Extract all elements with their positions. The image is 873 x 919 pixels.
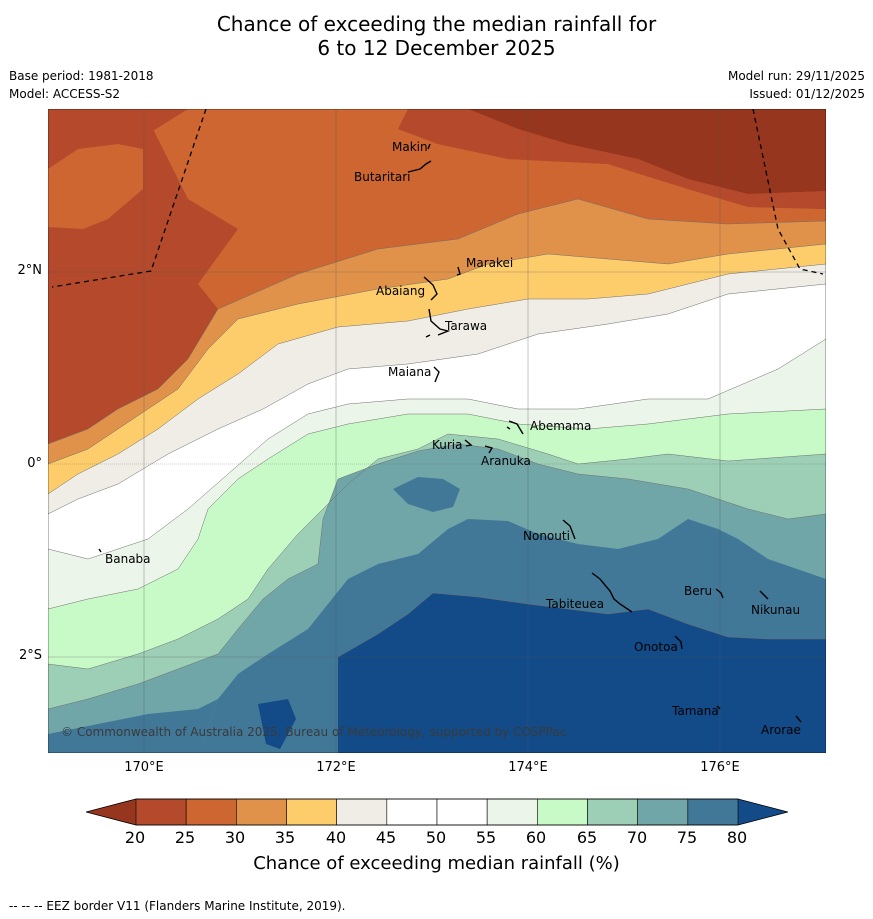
label-tarawa: Tarawa <box>444 319 487 333</box>
colorbar-cell <box>236 798 287 826</box>
lon-label-170e: 170°E <box>124 760 164 775</box>
colorbar-tick: 35 <box>274 828 296 847</box>
band-above-80 <box>338 593 826 753</box>
label-nikunau: Nikunau <box>751 603 800 617</box>
model-run: Model run: 29/11/2025 <box>727 69 865 83</box>
band-25-30-pocket <box>48 144 143 229</box>
copyright-text: © Commonwealth of Australia 2025, Bureau… <box>61 725 566 739</box>
lat-label-2n: 2°N <box>17 263 43 278</box>
label-abaiang: Abaiang <box>376 284 425 298</box>
label-aranuka: Aranuka <box>481 454 531 468</box>
colorbar-cell <box>135 798 187 826</box>
colorbar-tick: 25 <box>174 828 196 847</box>
colorbar-tick: 45 <box>375 828 397 847</box>
label-onotoa: Onotoa <box>634 640 678 654</box>
eez-border-legend: -- -- -- EEZ border V11 (Flanders Marine… <box>9 899 346 913</box>
colorbar-tick: 75 <box>676 828 698 847</box>
place-labels: Makin Butaritari Marakei Abaiang Tarawa … <box>105 140 801 737</box>
contour-lines <box>48 198 826 710</box>
label-tamana: Tamana <box>671 704 719 718</box>
base-period: Base period: 1981-2018 <box>9 69 154 83</box>
label-marakei: Marakei <box>466 256 513 270</box>
band-75-80-patch <box>48 699 218 753</box>
colorbar-above-triangle <box>738 799 788 825</box>
label-abemama: Abemama <box>530 419 591 433</box>
colorbar-tick: 50 <box>425 828 447 847</box>
band-above-80-patch <box>258 699 296 749</box>
colorbar-cell <box>637 798 689 826</box>
meta-right: Model run: 29/11/2025 Issued: 01/12/2025 <box>728 67 865 103</box>
title-line-1: Chance of exceeding the median rainfall … <box>216 12 657 36</box>
label-makin: Makin <box>392 140 428 154</box>
colorbar-outline <box>86 798 788 826</box>
colorbar-cell <box>286 798 337 826</box>
label-tabiteuea: Tabiteuea <box>545 597 604 611</box>
map-title: Chance of exceeding the median rainfall … <box>0 12 873 60</box>
colorbar-cell <box>436 798 488 826</box>
lon-label-172e: 172°E <box>316 760 356 775</box>
colorbar-cell <box>587 798 638 826</box>
label-banaba: Banaba <box>105 552 151 566</box>
grid-lines <box>48 109 826 753</box>
eez-border <box>51 109 824 288</box>
colorbar-label: Chance of exceeding median rainfall (%) <box>253 853 620 874</box>
colorbar-tick: 70 <box>626 828 648 847</box>
colorbar-tick: 20 <box>124 828 146 847</box>
label-nonouti: Nonouti <box>523 529 570 543</box>
meta-left: Base period: 1981-2018 Model: ACCESS-S2 <box>9 67 154 103</box>
colorbar-tick: 30 <box>224 828 246 847</box>
colorbar-tick: 40 <box>325 828 347 847</box>
label-beru: Beru <box>684 584 712 598</box>
colorbar <box>86 798 788 826</box>
lon-label-174e: 174°E <box>508 760 548 775</box>
issued-date: Issued: 01/12/2025 <box>749 87 865 101</box>
model-name: Model: ACCESS-S2 <box>9 87 121 101</box>
title-line-2: 6 to 12 December 2025 <box>317 36 556 60</box>
colorbar-tick: 65 <box>576 828 598 847</box>
colorbar-tick: 55 <box>475 828 497 847</box>
label-kuria: Kuria <box>432 438 463 452</box>
label-arorae: Arorae <box>761 723 801 737</box>
lon-label-176e: 176°E <box>700 760 740 775</box>
band-20-25-strip <box>398 109 826 209</box>
band-75-80-island <box>393 477 460 512</box>
colorbar-cell <box>336 798 388 826</box>
label-maiana: Maiana <box>388 365 431 379</box>
band-below-20 <box>468 109 826 194</box>
colorbar-below-triangle <box>86 799 136 825</box>
island-outlines <box>98 143 802 723</box>
colorbar-cell <box>687 798 739 826</box>
colorbar-tick: 80 <box>726 828 748 847</box>
colorbar-cell <box>537 798 588 826</box>
rainfall-map: Makin Butaritari Marakei Abaiang Tarawa … <box>48 109 826 753</box>
colorbar-cell <box>486 798 538 826</box>
label-butaritari: Butaritari <box>354 170 411 184</box>
colorbar-tick: 60 <box>525 828 547 847</box>
lat-label-2s: 2°S <box>18 648 42 663</box>
colorbar-cell <box>386 798 438 826</box>
colorbar-cell <box>185 798 237 826</box>
lat-label-0: 0° <box>27 456 42 471</box>
